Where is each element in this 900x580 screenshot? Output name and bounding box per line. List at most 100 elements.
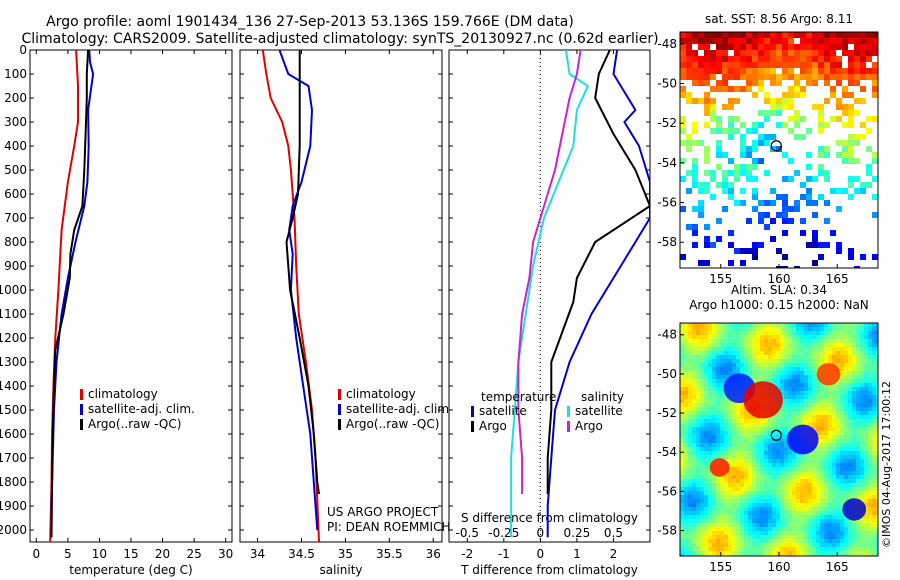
depth-tick-label: 2000 (0, 523, 27, 537)
sst_map-xtick-label: 160 (768, 272, 791, 286)
depth-tick-label: 100 (4, 67, 27, 81)
sst_map-xtick-label: 165 (826, 272, 849, 286)
sla_map-xtick-label: 155 (709, 560, 732, 574)
sst-map-panel: 155 160 165 -48 -50 -52 -54 -56 -58 sat. SST: 8.5… (657, 12, 879, 286)
sla_map-ytick-label: -58 (657, 524, 677, 538)
salinity-xtick-label: 35 (338, 547, 353, 561)
temperature-legend-swatch (80, 389, 83, 400)
s-difference-tick-label: -0.5 (456, 526, 479, 540)
sst_map-ytick-label: -58 (657, 235, 677, 249)
salinity-legend-swatch (338, 389, 341, 400)
salinity-series-argo-raw-qc- (285, 50, 320, 495)
salinity-legend-label: satellite-adj. clim. (346, 402, 453, 416)
salinity-panel: 34 34.5 35 35.5 36 salinity climatologysatelli… (239, 49, 453, 577)
sla_map-subtitle: Argo h1000: 0.15 h2000: NaN (689, 298, 869, 312)
salinity-xtick-label: 34 (250, 547, 265, 561)
temperature-legend-swatch (80, 419, 83, 430)
salinity-axes-box (239, 49, 443, 543)
temperature-xtick-label: 30 (218, 547, 233, 561)
temperature-legend-label: satellite-adj. clim. (88, 402, 195, 416)
figure-title-line1: Argo profile: aoml 1901434_136 27-Sep-20… (46, 14, 574, 30)
difference-series-salinity-satellite (510, 50, 589, 538)
difference-xtick-label: 1 (573, 547, 581, 561)
temperature-xtick-label: 25 (186, 547, 201, 561)
pi-label: PI: DEAN ROEMMICH (327, 520, 450, 534)
difference-series-salinity-argo (517, 50, 582, 494)
temperature-xtick-label: 10 (92, 547, 107, 561)
depth-tick-label: 800 (4, 235, 27, 249)
difference-series-temperature-argo (546, 50, 650, 494)
sst_map-ytick-label: -54 (657, 156, 677, 170)
sst_map-ytick-label: -48 (657, 37, 677, 51)
depth-tick-label: 1500 (0, 403, 27, 417)
depth-tick-label: 600 (4, 187, 27, 201)
difference-legend-label: satellite (575, 404, 623, 418)
sla_map-field (680, 323, 878, 556)
depth-tick-label: 1700 (0, 451, 27, 465)
salinity-xtick-label: 35.5 (376, 547, 403, 561)
salinity-xlabel: salinity (319, 563, 362, 577)
difference-xtick-label: 2 (610, 547, 618, 561)
sla_map-ytick-label: -56 (657, 484, 677, 498)
depth-tick-label: 700 (4, 211, 27, 225)
temperature-xtick-label: 5 (64, 547, 72, 561)
sst_map-ytick-label: -52 (657, 116, 677, 130)
salinity-xtick-label: 36 (426, 547, 441, 561)
difference-legend-swatch (567, 421, 570, 432)
sla_map-xtick-label: 160 (768, 560, 791, 574)
sst_map-field (680, 32, 878, 268)
depth-tick-label: 500 (4, 163, 27, 177)
imos-stamp: ©IMOS 04-Aug-2017 17:00:12 (880, 381, 893, 548)
sla_map-xtick-label: 165 (826, 560, 849, 574)
salinity-legend-label: climatology (346, 387, 416, 401)
difference-xtick-label: 0 (537, 547, 545, 561)
temperature-axes-box (29, 49, 233, 543)
depth-tick-label: 1000 (0, 283, 27, 297)
sla_map-profile-marker (770, 429, 782, 441)
difference-axes-box (448, 49, 651, 543)
difference-legend-swatch (567, 406, 570, 417)
temperature-legend-label: Argo(..raw -QC) (88, 417, 181, 431)
temperature-series-argo-raw-qc- (50, 50, 90, 538)
depth-tick-label: 200 (4, 91, 27, 105)
sst_map-ytick-label: -56 (657, 196, 677, 210)
difference-panel: -2 -1 0 1 2 T difference from climatology S di… (448, 49, 651, 577)
temperature-xlabel: temperature (deg C) (69, 563, 192, 577)
temperature-xtick-label: 20 (155, 547, 170, 561)
difference-xlabel: T difference from climatology (460, 563, 638, 577)
temperature-xtick-label: 0 (32, 547, 40, 561)
salinity-xtick-label: 34.5 (288, 547, 315, 561)
depth-tick-label: 400 (4, 139, 27, 153)
depth-tick-label: 1600 (0, 427, 27, 441)
depth-tick-label: 1900 (0, 499, 27, 513)
difference-legend-label: Argo (575, 419, 603, 433)
difference-series-temperature-satellite (546, 50, 650, 538)
difference-legend-label: Argo (479, 419, 507, 433)
depth-tick-label: 900 (4, 259, 27, 273)
depth-tick-label: 1800 (0, 475, 27, 489)
depth-tick-label: 0 (19, 43, 27, 57)
depth-tick-label: 1300 (0, 355, 27, 369)
s-difference-tick-label: 0.5 (604, 526, 623, 540)
temperature-xtick-label: 15 (123, 547, 138, 561)
s-difference-xlabel: S difference from climatology (461, 511, 638, 525)
legend-title-salinity: salinity (581, 390, 624, 404)
temperature-legend-label: climatology (88, 387, 158, 401)
salinity-legend-label: Argo(..raw -QC) (346, 417, 439, 431)
sla_map-ytick-label: -48 (657, 328, 677, 342)
temperature-panel: 0100200300400500600700800900100011001200… (0, 43, 233, 577)
difference-legend-swatch (471, 421, 474, 432)
sst_map-profile-marker (770, 140, 782, 152)
sst_map-xtick-label: 155 (709, 272, 732, 286)
difference-legend-label: satellite (479, 404, 527, 418)
sst_map-ytick-label: -50 (657, 77, 677, 91)
salinity-legend-swatch (338, 404, 341, 415)
sla_map-title: Altim. SLA: 0.34 (731, 283, 827, 297)
sla_map-ytick-label: -50 (657, 367, 677, 381)
s-difference-tick-label: 0.25 (564, 526, 591, 540)
sla_map-ytick-label: -52 (657, 406, 677, 420)
sla-map-panel: 155 160 165 -48 -50 -52 -54 -56 -58 Altim. SLA: 0… (657, 283, 879, 574)
difference-xtick-label: -2 (461, 547, 473, 561)
depth-tick-label: 1200 (0, 331, 27, 345)
